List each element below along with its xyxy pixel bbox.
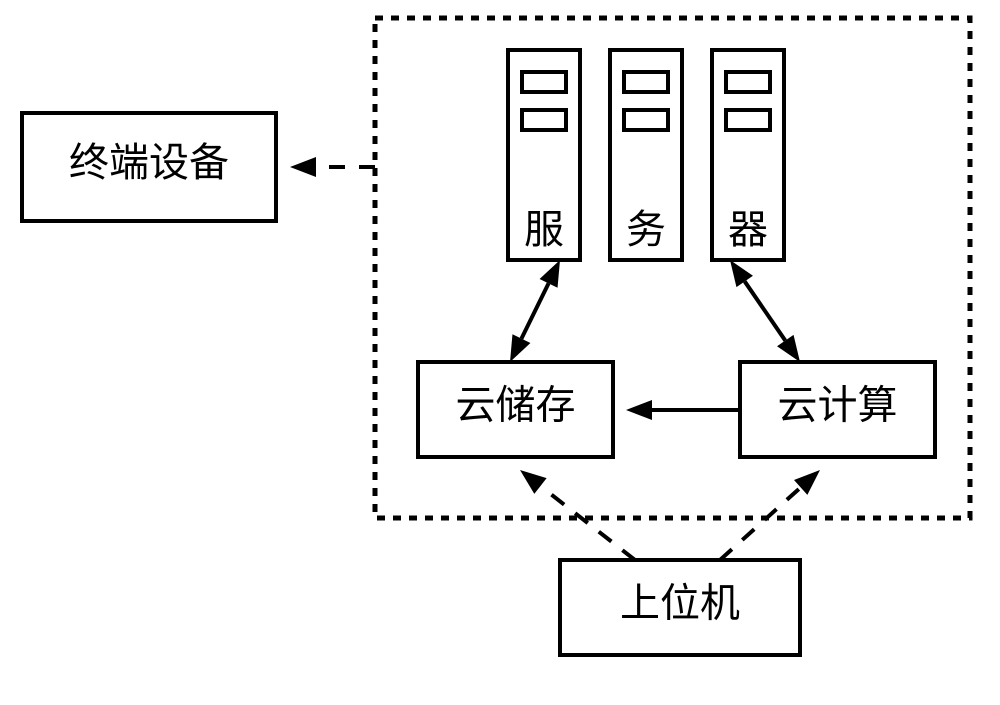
- server-label-char: 器: [728, 207, 768, 252]
- cloud-compute-label: 云计算: [778, 383, 898, 428]
- server-unit: 器: [712, 50, 784, 260]
- server-label-char: 服: [524, 207, 564, 252]
- server-unit: 服: [508, 50, 580, 260]
- cloud-storage: 云储存: [418, 362, 613, 457]
- arrow-compute-to-storage: [626, 400, 740, 420]
- terminal-device: 终端设备: [22, 113, 276, 221]
- arrow-host-to-compute: [720, 470, 820, 560]
- terminal-device-label: 终端设备: [69, 140, 229, 185]
- server-unit: 务: [610, 50, 682, 260]
- server-label-char: 务: [626, 207, 666, 252]
- cloud-group-frame: [375, 18, 970, 518]
- arrow-frame-to-terminal: [290, 157, 375, 177]
- host-computer: 上位机: [560, 560, 800, 655]
- arrow-server-storage: [510, 260, 560, 362]
- server-cluster: 服务器: [508, 50, 784, 260]
- host-computer-label: 上位机: [620, 581, 740, 626]
- cloud-compute: 云计算: [740, 362, 935, 457]
- arrow-server-compute: [730, 260, 800, 362]
- cloud-storage-label: 云储存: [456, 383, 576, 428]
- arrow-host-to-storage: [520, 470, 635, 560]
